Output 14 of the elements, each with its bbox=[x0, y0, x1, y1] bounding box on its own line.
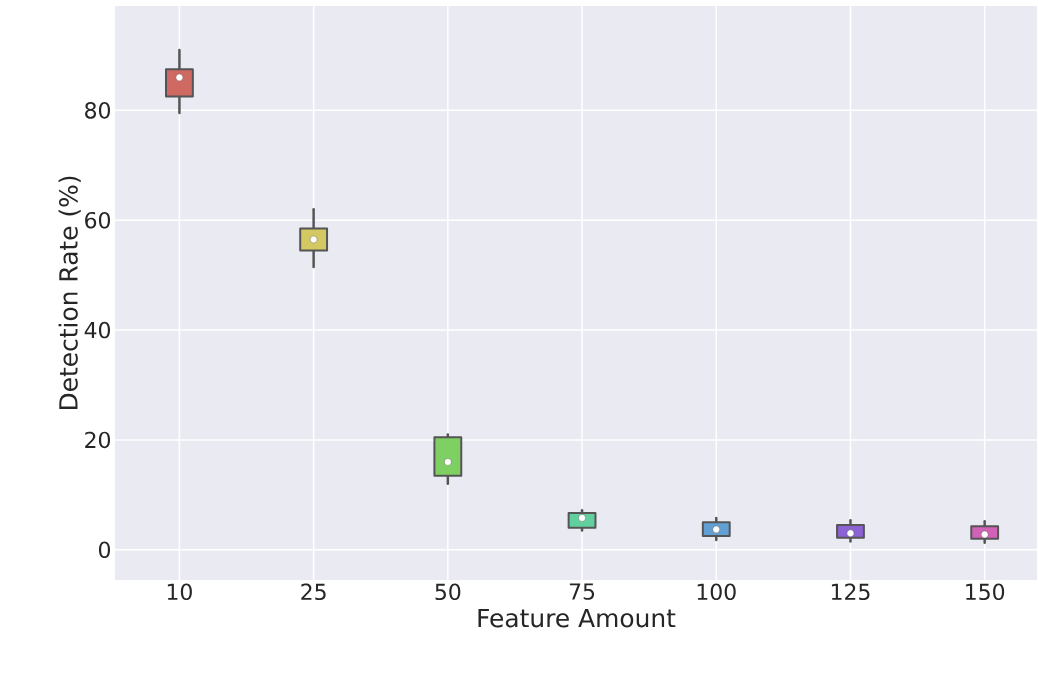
x-tick-label: 50 bbox=[435, 583, 461, 601]
x-tick-label: 150 bbox=[966, 583, 1005, 601]
y-axis-title: Detection Rate (%) bbox=[58, 176, 81, 410]
y-tick-label: 0 bbox=[98, 541, 111, 559]
x-tick-label: 75 bbox=[569, 583, 595, 600]
y-tick-label: 80 bbox=[85, 102, 111, 119]
x-axis-title: Feature Amount bbox=[478, 608, 676, 628]
x-tick-label: 100 bbox=[697, 583, 736, 601]
x-tick-label: 25 bbox=[301, 583, 326, 601]
y-tick-label: 60 bbox=[85, 211, 111, 229]
x-tick-label: 125 bbox=[831, 583, 870, 601]
y-tick-label: 20 bbox=[85, 431, 111, 449]
y-tick-label: 40 bbox=[84, 321, 111, 339]
x-tick-label: 10 bbox=[167, 583, 192, 601]
